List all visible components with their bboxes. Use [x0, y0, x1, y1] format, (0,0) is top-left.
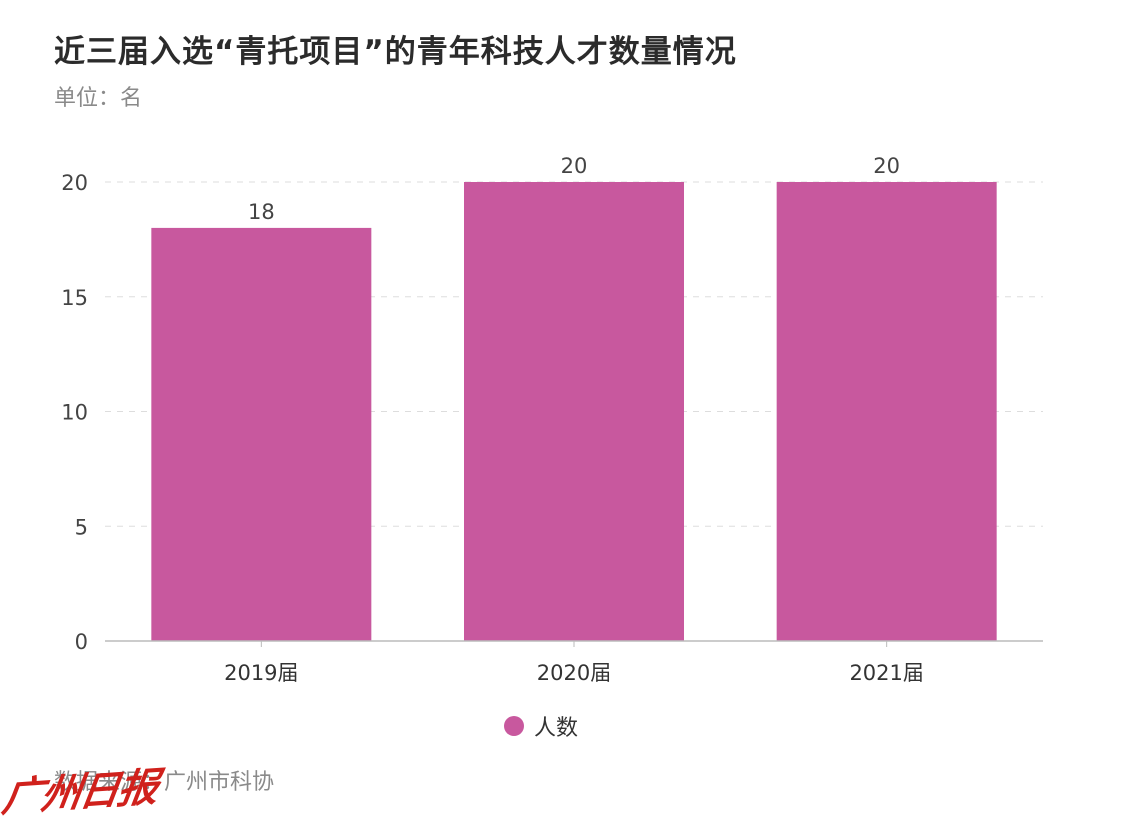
bars: [151, 182, 997, 641]
bar: [151, 227, 372, 641]
labels: 0 5 10 15 20 18 2019届 20 2020届 20 2021届: [61, 154, 924, 685]
legend-label: 人数: [534, 716, 579, 741]
x-tick-label: 2019届: [224, 661, 298, 685]
data-label: 20: [873, 154, 900, 178]
bar: [776, 182, 997, 641]
legend-swatch: [504, 716, 524, 736]
axes: [105, 640, 1043, 647]
data-label: 18: [248, 200, 275, 224]
y-tick-label: 20: [61, 171, 88, 195]
guangzhou-daily-logo: 广州日报: [0, 763, 160, 822]
x-tick-label: 2021届: [849, 661, 923, 685]
y-tick-label: 0: [75, 630, 88, 654]
y-tick-label: 15: [61, 286, 88, 310]
source-note: 数据来源：广州市科协: [54, 770, 275, 795]
chart-title: 近三届入选“青托项目”的青年科技人才数量情况: [54, 34, 737, 70]
y-tick-label: 5: [75, 515, 88, 539]
unit-label: 单位：名: [54, 86, 143, 111]
legend: 人数: [504, 710, 578, 742]
y-tick-label: 10: [61, 401, 88, 425]
x-tick-label: 2020届: [537, 661, 611, 685]
bar: [464, 182, 684, 641]
data-label: 20: [561, 154, 588, 178]
